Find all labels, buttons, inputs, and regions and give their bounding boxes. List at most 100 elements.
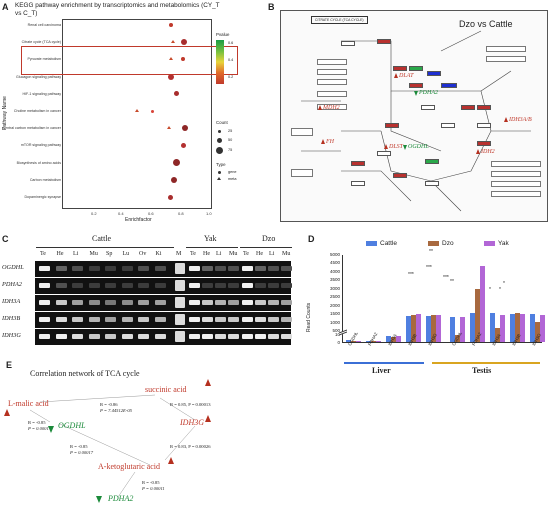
tissue-lane-label: Sp	[106, 251, 113, 257]
node-pdha2: PDHA2	[108, 494, 134, 503]
enrichment-meta-triangle	[169, 57, 173, 61]
gel-band	[189, 334, 200, 339]
gel-gene-label: IDH3G	[2, 332, 21, 339]
gel-band	[202, 300, 213, 305]
enzyme-box-up	[477, 105, 491, 110]
gel-band	[121, 283, 133, 288]
bar-cattle	[530, 313, 535, 342]
gel-strip	[35, 261, 292, 277]
tissue-lane-label: Li	[73, 251, 79, 257]
edge-stat-r: R = -0.85	[70, 444, 88, 449]
gel-band	[105, 317, 116, 322]
edge-stat-rp: R = 0.85, P = 0.00013	[170, 402, 211, 407]
cattle-bracket-line	[36, 247, 174, 248]
tissue-lane-label: Mu	[229, 251, 238, 257]
pathway-label: Pyruvate metabolism	[27, 57, 61, 62]
significance-stars: **	[429, 249, 433, 255]
enrichment-gene-dot	[181, 57, 185, 62]
tca-highlight-box	[21, 46, 238, 75]
gel-band	[255, 266, 266, 271]
pathway-label: Dopaminergic synapse	[24, 195, 61, 199]
gel-band	[154, 317, 166, 322]
tissue-lane-label: Te	[190, 251, 196, 257]
gel-band	[175, 297, 185, 308]
gene-label-down: OGDHL	[408, 144, 429, 150]
gel-band	[138, 266, 149, 271]
up-arrow-icon	[205, 415, 211, 422]
gel-band	[39, 283, 50, 288]
significance-stars: **	[450, 279, 454, 285]
type-gene-icon	[218, 171, 221, 174]
enzyme-box	[351, 181, 365, 186]
gene-label-up: DLST	[389, 144, 404, 150]
enrichment-gene-dot	[168, 73, 174, 80]
d-ylabel: Read Counts	[306, 302, 312, 332]
enzyme-box-up	[477, 141, 491, 146]
enrichment-gene-dot	[169, 23, 173, 27]
bar-cattle	[346, 340, 351, 342]
map-pathway-box	[486, 46, 526, 52]
gel-band	[154, 266, 166, 271]
comparison-label: Dzo vs Cattle	[459, 19, 513, 29]
network-title: Correlation network of TCA cycle	[30, 369, 140, 378]
enzyme-box	[377, 151, 391, 156]
gel-band	[268, 317, 279, 322]
gel-band	[268, 300, 279, 305]
pathway-label: Carbon metabolism	[29, 177, 61, 182]
gel-band	[105, 283, 116, 288]
node-ogdhl: OGDHL	[58, 421, 86, 430]
gel-band	[88, 283, 100, 288]
legend-pvalue-label: Pvalue	[216, 32, 230, 37]
legend-swatch-yak	[484, 241, 495, 246]
gel-band	[175, 331, 185, 342]
map-title: CITRATE CYCLE (TCA CYCLE)	[311, 16, 368, 24]
gel-band	[55, 334, 67, 339]
down-arrow-icon	[96, 496, 102, 503]
gel-band	[39, 334, 50, 339]
tissue-lane-label: Lu	[122, 251, 130, 257]
gel-strip	[35, 312, 292, 328]
tissue-testis-label: Testis	[472, 366, 492, 375]
pathway-label: Citrate cycle (TCA cycle)	[21, 40, 61, 45]
gel-band	[55, 300, 67, 305]
map-pathway-box	[317, 79, 347, 85]
gel-gene-label: PDHA2	[2, 281, 22, 288]
down-arrow-icon	[403, 145, 407, 150]
gel-gene-label: OGDHL	[2, 264, 24, 271]
bar-cattle	[510, 313, 515, 342]
gel-band	[215, 283, 226, 288]
pathway-label: Biosynthesis of amino acids	[16, 160, 61, 165]
gel-band	[228, 283, 239, 288]
pvalue-gradient-bar	[216, 40, 224, 84]
enrichment-gene-dot	[167, 194, 173, 200]
tissue-lane-label: Te	[40, 251, 46, 257]
enzyme-box	[425, 181, 439, 186]
enrichment-meta-triangle	[171, 40, 175, 44]
x-tick: 0.4	[118, 211, 124, 216]
significance-stars: ***	[443, 275, 449, 281]
gel-band	[121, 266, 133, 271]
edge-stat-p: P = 0.0001	[28, 425, 49, 431]
gel-band	[242, 283, 253, 288]
enzyme-box	[477, 123, 491, 128]
map-pathway-box	[491, 191, 541, 197]
gel-band	[189, 317, 200, 322]
edge-stat: R = -0.85 P = 0.00017	[70, 444, 93, 455]
gene-label-up: IDH2	[481, 149, 495, 155]
bar-dzo	[411, 314, 416, 342]
gene-label-up: FH	[326, 139, 334, 145]
x-tick: 0.6	[148, 211, 154, 216]
gel-band	[72, 266, 83, 271]
gel-band	[255, 317, 266, 322]
kegg-map-frame: CITRATE CYCLE (TCA CYCLE) Dzo vs Cattle	[280, 10, 548, 222]
y-tick-label: 1500	[329, 311, 340, 317]
y-tick-label: 2000	[329, 302, 340, 308]
map-pathway-box	[317, 69, 347, 75]
gel-band	[72, 300, 83, 305]
tissue-lane-label: Te	[243, 251, 249, 257]
gel-band	[242, 334, 253, 339]
gel-band	[202, 317, 213, 322]
pathway-label: Central carbon metabolism in cancer	[2, 126, 61, 131]
gel-band	[281, 266, 292, 271]
enrichment-gene-dot	[173, 91, 179, 97]
